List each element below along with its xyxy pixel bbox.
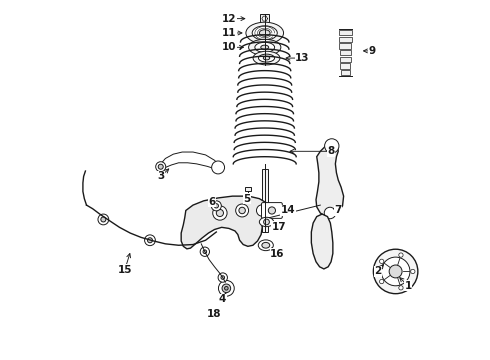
FancyBboxPatch shape [339, 30, 352, 35]
Ellipse shape [246, 22, 284, 44]
Polygon shape [311, 214, 333, 269]
Ellipse shape [263, 56, 270, 60]
Polygon shape [160, 152, 220, 169]
Circle shape [411, 269, 415, 274]
Circle shape [212, 161, 224, 174]
Ellipse shape [258, 54, 274, 62]
Circle shape [324, 139, 339, 153]
Text: 15: 15 [118, 265, 132, 275]
Text: 16: 16 [270, 248, 285, 258]
Circle shape [399, 253, 403, 257]
Ellipse shape [261, 45, 269, 49]
Circle shape [373, 249, 418, 294]
Ellipse shape [259, 217, 274, 226]
Circle shape [222, 284, 231, 293]
Ellipse shape [248, 39, 281, 55]
Text: 3: 3 [157, 171, 164, 181]
FancyBboxPatch shape [341, 70, 350, 75]
Circle shape [158, 164, 163, 169]
Circle shape [98, 214, 109, 225]
Circle shape [324, 207, 336, 219]
Circle shape [389, 265, 402, 278]
Circle shape [203, 250, 207, 253]
Text: 17: 17 [272, 222, 286, 231]
Ellipse shape [262, 242, 270, 248]
Circle shape [381, 257, 410, 286]
Circle shape [101, 217, 106, 222]
Circle shape [213, 206, 227, 220]
Circle shape [245, 196, 250, 201]
Circle shape [200, 247, 210, 256]
Circle shape [239, 207, 245, 214]
Text: 9: 9 [369, 46, 376, 56]
Circle shape [147, 238, 152, 243]
Ellipse shape [253, 51, 280, 65]
FancyBboxPatch shape [339, 37, 352, 42]
FancyBboxPatch shape [340, 44, 351, 49]
Ellipse shape [255, 42, 274, 52]
Circle shape [399, 286, 403, 290]
Ellipse shape [259, 30, 270, 36]
Ellipse shape [252, 26, 277, 40]
Text: 8: 8 [327, 146, 335, 156]
Circle shape [236, 204, 248, 217]
Text: 13: 13 [295, 53, 310, 63]
Circle shape [211, 201, 221, 211]
Circle shape [380, 259, 384, 264]
Circle shape [216, 210, 223, 217]
FancyBboxPatch shape [340, 57, 351, 62]
Text: 2: 2 [374, 266, 381, 276]
Text: 5: 5 [243, 194, 250, 204]
Text: 10: 10 [221, 42, 236, 52]
FancyBboxPatch shape [341, 63, 350, 69]
FancyBboxPatch shape [262, 169, 268, 232]
Text: 18: 18 [207, 310, 222, 319]
Text: 1: 1 [405, 281, 412, 291]
Text: 12: 12 [221, 14, 236, 24]
Circle shape [145, 235, 155, 246]
Text: 4: 4 [219, 294, 226, 304]
Text: 7: 7 [335, 206, 342, 216]
Circle shape [256, 205, 268, 216]
FancyBboxPatch shape [260, 14, 270, 23]
FancyBboxPatch shape [262, 203, 282, 219]
Circle shape [218, 273, 227, 282]
Circle shape [224, 287, 228, 290]
FancyBboxPatch shape [340, 50, 351, 55]
Polygon shape [316, 144, 343, 217]
Circle shape [264, 219, 270, 225]
Circle shape [219, 280, 234, 296]
Circle shape [156, 162, 166, 172]
Text: 6: 6 [208, 197, 216, 207]
Text: 14: 14 [281, 206, 295, 216]
FancyBboxPatch shape [245, 187, 251, 191]
Circle shape [214, 204, 219, 208]
Circle shape [269, 207, 275, 214]
Circle shape [221, 276, 224, 279]
Ellipse shape [258, 240, 273, 251]
Circle shape [380, 279, 384, 284]
Polygon shape [181, 196, 271, 249]
Text: 11: 11 [221, 28, 236, 38]
